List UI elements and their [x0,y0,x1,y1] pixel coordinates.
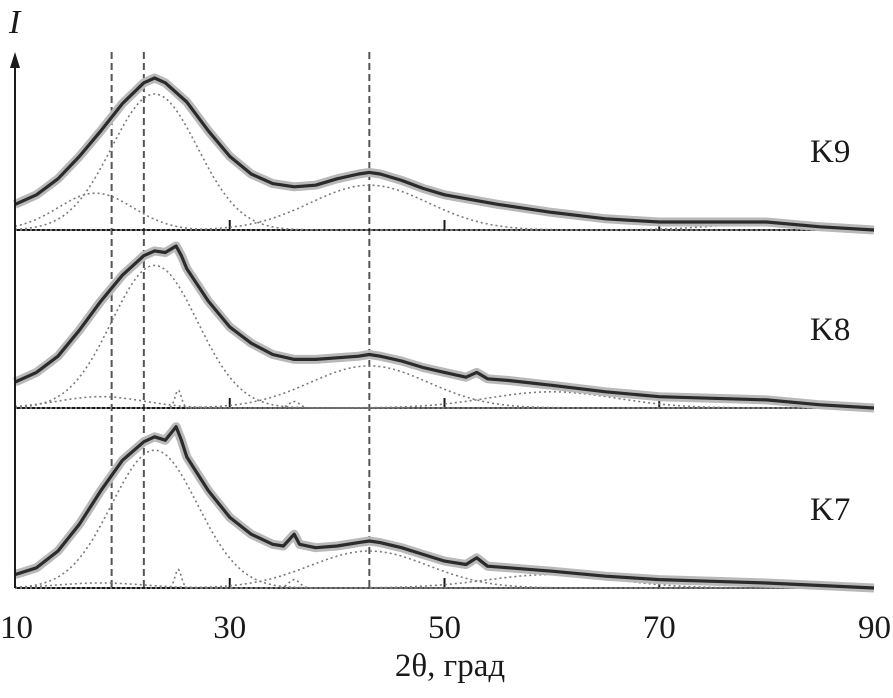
x-tick-label: 90 [858,610,891,646]
component-peak [15,365,874,409]
component-peak [14,449,874,589]
component-peak [14,395,874,409]
x-tick-label: 70 [643,610,676,646]
fit-curve [14,244,875,410]
fit-curve [14,76,875,232]
panel-label: K9 [810,134,850,170]
fit-curve [14,425,875,590]
panels: K9 K8 K7 [13,73,875,593]
component-peak [15,184,874,231]
x-tick-label: 10 [0,610,33,646]
component-peak [14,93,874,231]
axes [10,52,20,588]
panel-label: K7 [810,492,850,528]
x-tick-label: 50 [428,610,461,646]
panel-label: K8 [810,312,850,348]
panel-k8: K8 [13,241,875,413]
panel-k7: K7 [13,422,875,593]
component-peak [15,550,874,589]
y-axis-title: I [8,4,22,41]
x-tick-label: 30 [213,610,246,646]
panel-k9: K9 [13,73,875,235]
reference-lines [110,52,371,588]
x-axis-title: 2θ, град [395,648,505,684]
y-axis-arrow [10,52,20,68]
component-peak [14,264,874,409]
x-tick-labels: 10 30 50 70 90 [0,610,891,646]
